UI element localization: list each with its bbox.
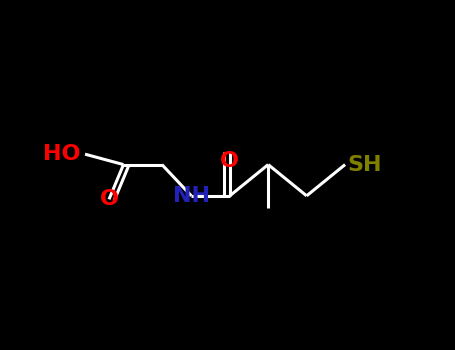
Text: SH: SH xyxy=(347,155,382,175)
Text: O: O xyxy=(220,151,239,171)
Text: O: O xyxy=(100,189,118,209)
Text: HO: HO xyxy=(43,144,81,164)
Text: NH: NH xyxy=(173,186,210,206)
